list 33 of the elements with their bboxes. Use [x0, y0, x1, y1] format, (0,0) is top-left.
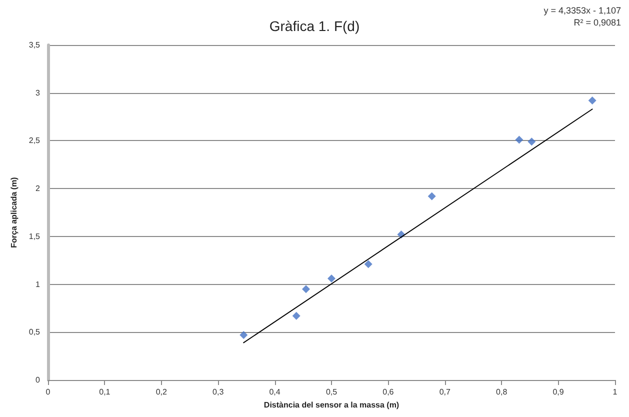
x-tick-label: 0,4 [269, 388, 281, 396]
y-tick-label: 0,5 [28, 328, 41, 337]
text: y = 4,3353x - 1,107 [544, 6, 622, 16]
y-tick-label: 3 [36, 88, 41, 98]
x-tick-label: 0,6 [382, 388, 394, 396]
x-tick-label: 0,2 [156, 388, 168, 396]
x-tick-label: 1 [612, 388, 618, 396]
x-tick-label: 0,5 [326, 388, 338, 396]
point [428, 192, 436, 200]
x-tick-label: 0,3 [212, 388, 224, 396]
point [240, 331, 248, 340]
point [528, 138, 536, 146]
x-tick-label: 0,1 [99, 388, 111, 396]
point [364, 260, 372, 268]
chart-title: Gràfica 1. F(d) [269, 18, 360, 34]
point [588, 96, 596, 105]
x-tick-label: 0,8 [496, 388, 508, 396]
y-tick-label: 0 [36, 376, 41, 384]
point [328, 274, 336, 283]
y-tick-label: 1,5 [28, 232, 41, 241]
y-tick-label: 2,5 [28, 136, 41, 146]
x-tick-label: 0,7 [439, 388, 452, 396]
y-axis-title: Força aplicada (m) [9, 176, 18, 248]
y-tick-label: 2 [36, 184, 41, 194]
x-tick-label: 0 [46, 388, 51, 396]
x-axis-title: Distància del sensor a la massa (m) [264, 400, 400, 410]
point [292, 312, 300, 320]
y-tick-label: 1 [36, 280, 41, 289]
x-tick-label: 0,9 [552, 388, 564, 396]
point [302, 285, 310, 294]
y-tick-label: 3,5 [28, 40, 41, 50]
text: R² = 0,9081 [574, 18, 621, 28]
point [515, 136, 524, 144]
